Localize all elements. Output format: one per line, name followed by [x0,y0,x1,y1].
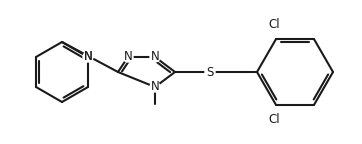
Text: N: N [151,80,159,93]
Text: N: N [84,51,92,64]
Text: Cl: Cl [268,18,280,31]
Circle shape [150,82,160,92]
Text: N: N [84,51,92,64]
Text: N: N [151,51,159,64]
Text: S: S [206,66,214,78]
Circle shape [150,52,160,62]
Circle shape [205,67,215,77]
Circle shape [83,52,93,62]
Circle shape [123,52,133,62]
Text: Cl: Cl [268,113,280,126]
Text: N: N [124,51,132,64]
